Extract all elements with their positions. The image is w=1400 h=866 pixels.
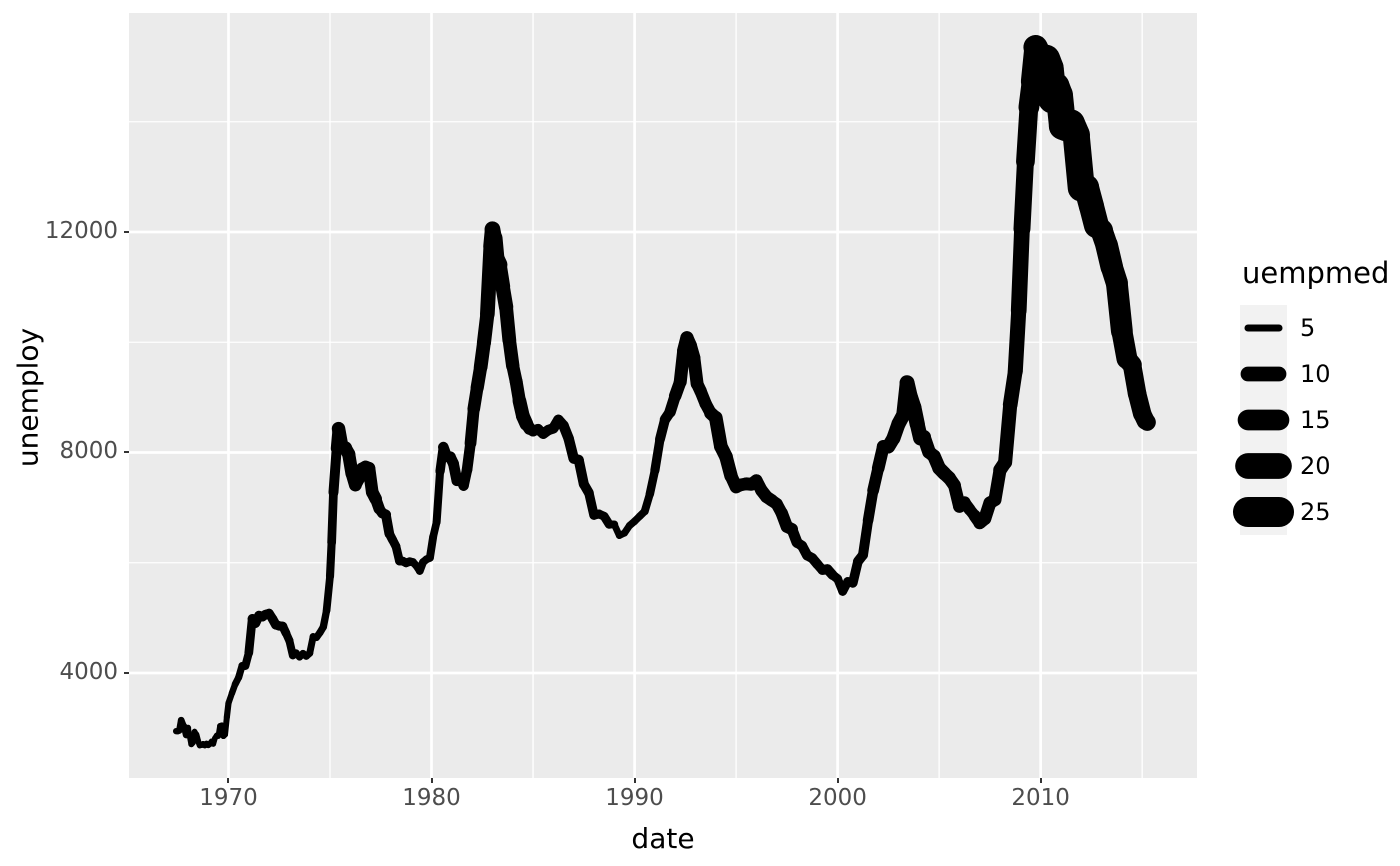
x-axis-tick-label: 2000 [808, 785, 867, 811]
x-tick-mark [633, 778, 636, 783]
series-segment [325, 538, 336, 581]
legend-label: 5 [1300, 314, 1316, 342]
series-segment [1007, 303, 1027, 379]
series-segment [327, 488, 338, 547]
y-axis-tick-label: 12000 [44, 218, 118, 244]
x-axis-title: date [631, 822, 695, 855]
x-axis-tick-label: 1970 [199, 785, 258, 811]
legend-entry: 25 [1232, 489, 1389, 535]
legend-key [1235, 443, 1292, 489]
x-tick-mark [1039, 778, 1042, 783]
series-segment [1013, 153, 1034, 238]
series-segment [858, 515, 874, 560]
series-segment [650, 434, 665, 476]
legend-key-glyph [1244, 324, 1283, 332]
legend-key [1237, 397, 1290, 443]
y-tick-mark [124, 231, 129, 233]
legend-label: 25 [1300, 498, 1331, 526]
y-axis-tick-label: 4000 [59, 658, 118, 685]
plot-area-svg [129, 13, 1197, 778]
legend-label: 20 [1300, 452, 1331, 480]
plot-panel [129, 13, 1197, 778]
economics-series-line [172, 35, 1156, 749]
x-tick-mark [430, 778, 433, 783]
legend-entry: 20 [1235, 443, 1389, 489]
legend-entry: 5 [1240, 305, 1389, 351]
legend-key [1240, 351, 1287, 397]
y-tick-mark [124, 451, 129, 454]
legend-label: 15 [1300, 406, 1331, 434]
legend-key-glyph [1240, 366, 1287, 382]
series-segment [328, 443, 342, 498]
y-axis-tick-label: 8000 [59, 438, 118, 465]
series-segment [432, 467, 445, 527]
legend-key-glyph [1232, 496, 1295, 528]
legend-title: uempmed [1242, 256, 1390, 290]
legend-key [1232, 489, 1295, 535]
series-segment [1137, 412, 1156, 431]
legend-entry: 15 [1237, 397, 1389, 443]
series-segment [322, 572, 334, 615]
x-axis-tick-label: 1980 [402, 785, 461, 811]
y-axis-title: unemploy [11, 327, 45, 468]
series-segment [998, 397, 1018, 470]
legend-keys: 5 10 15 20 25 [1232, 305, 1389, 535]
y-tick-mark [124, 671, 129, 674]
legend-label: 10 [1300, 360, 1331, 388]
x-tick-mark [227, 778, 230, 783]
size-legend: uempmed 5 10 15 20 25 [1232, 256, 1390, 535]
x-tick-mark [836, 778, 839, 783]
legend-entry: 10 [1240, 351, 1389, 397]
series-segment [1010, 220, 1030, 319]
legend-key-glyph [1237, 409, 1290, 431]
x-axis-tick-label: 2010 [1011, 785, 1070, 811]
legend-key [1240, 305, 1287, 351]
legend-key-glyph [1235, 453, 1292, 479]
x-axis-tick-label: 1990 [605, 785, 664, 811]
